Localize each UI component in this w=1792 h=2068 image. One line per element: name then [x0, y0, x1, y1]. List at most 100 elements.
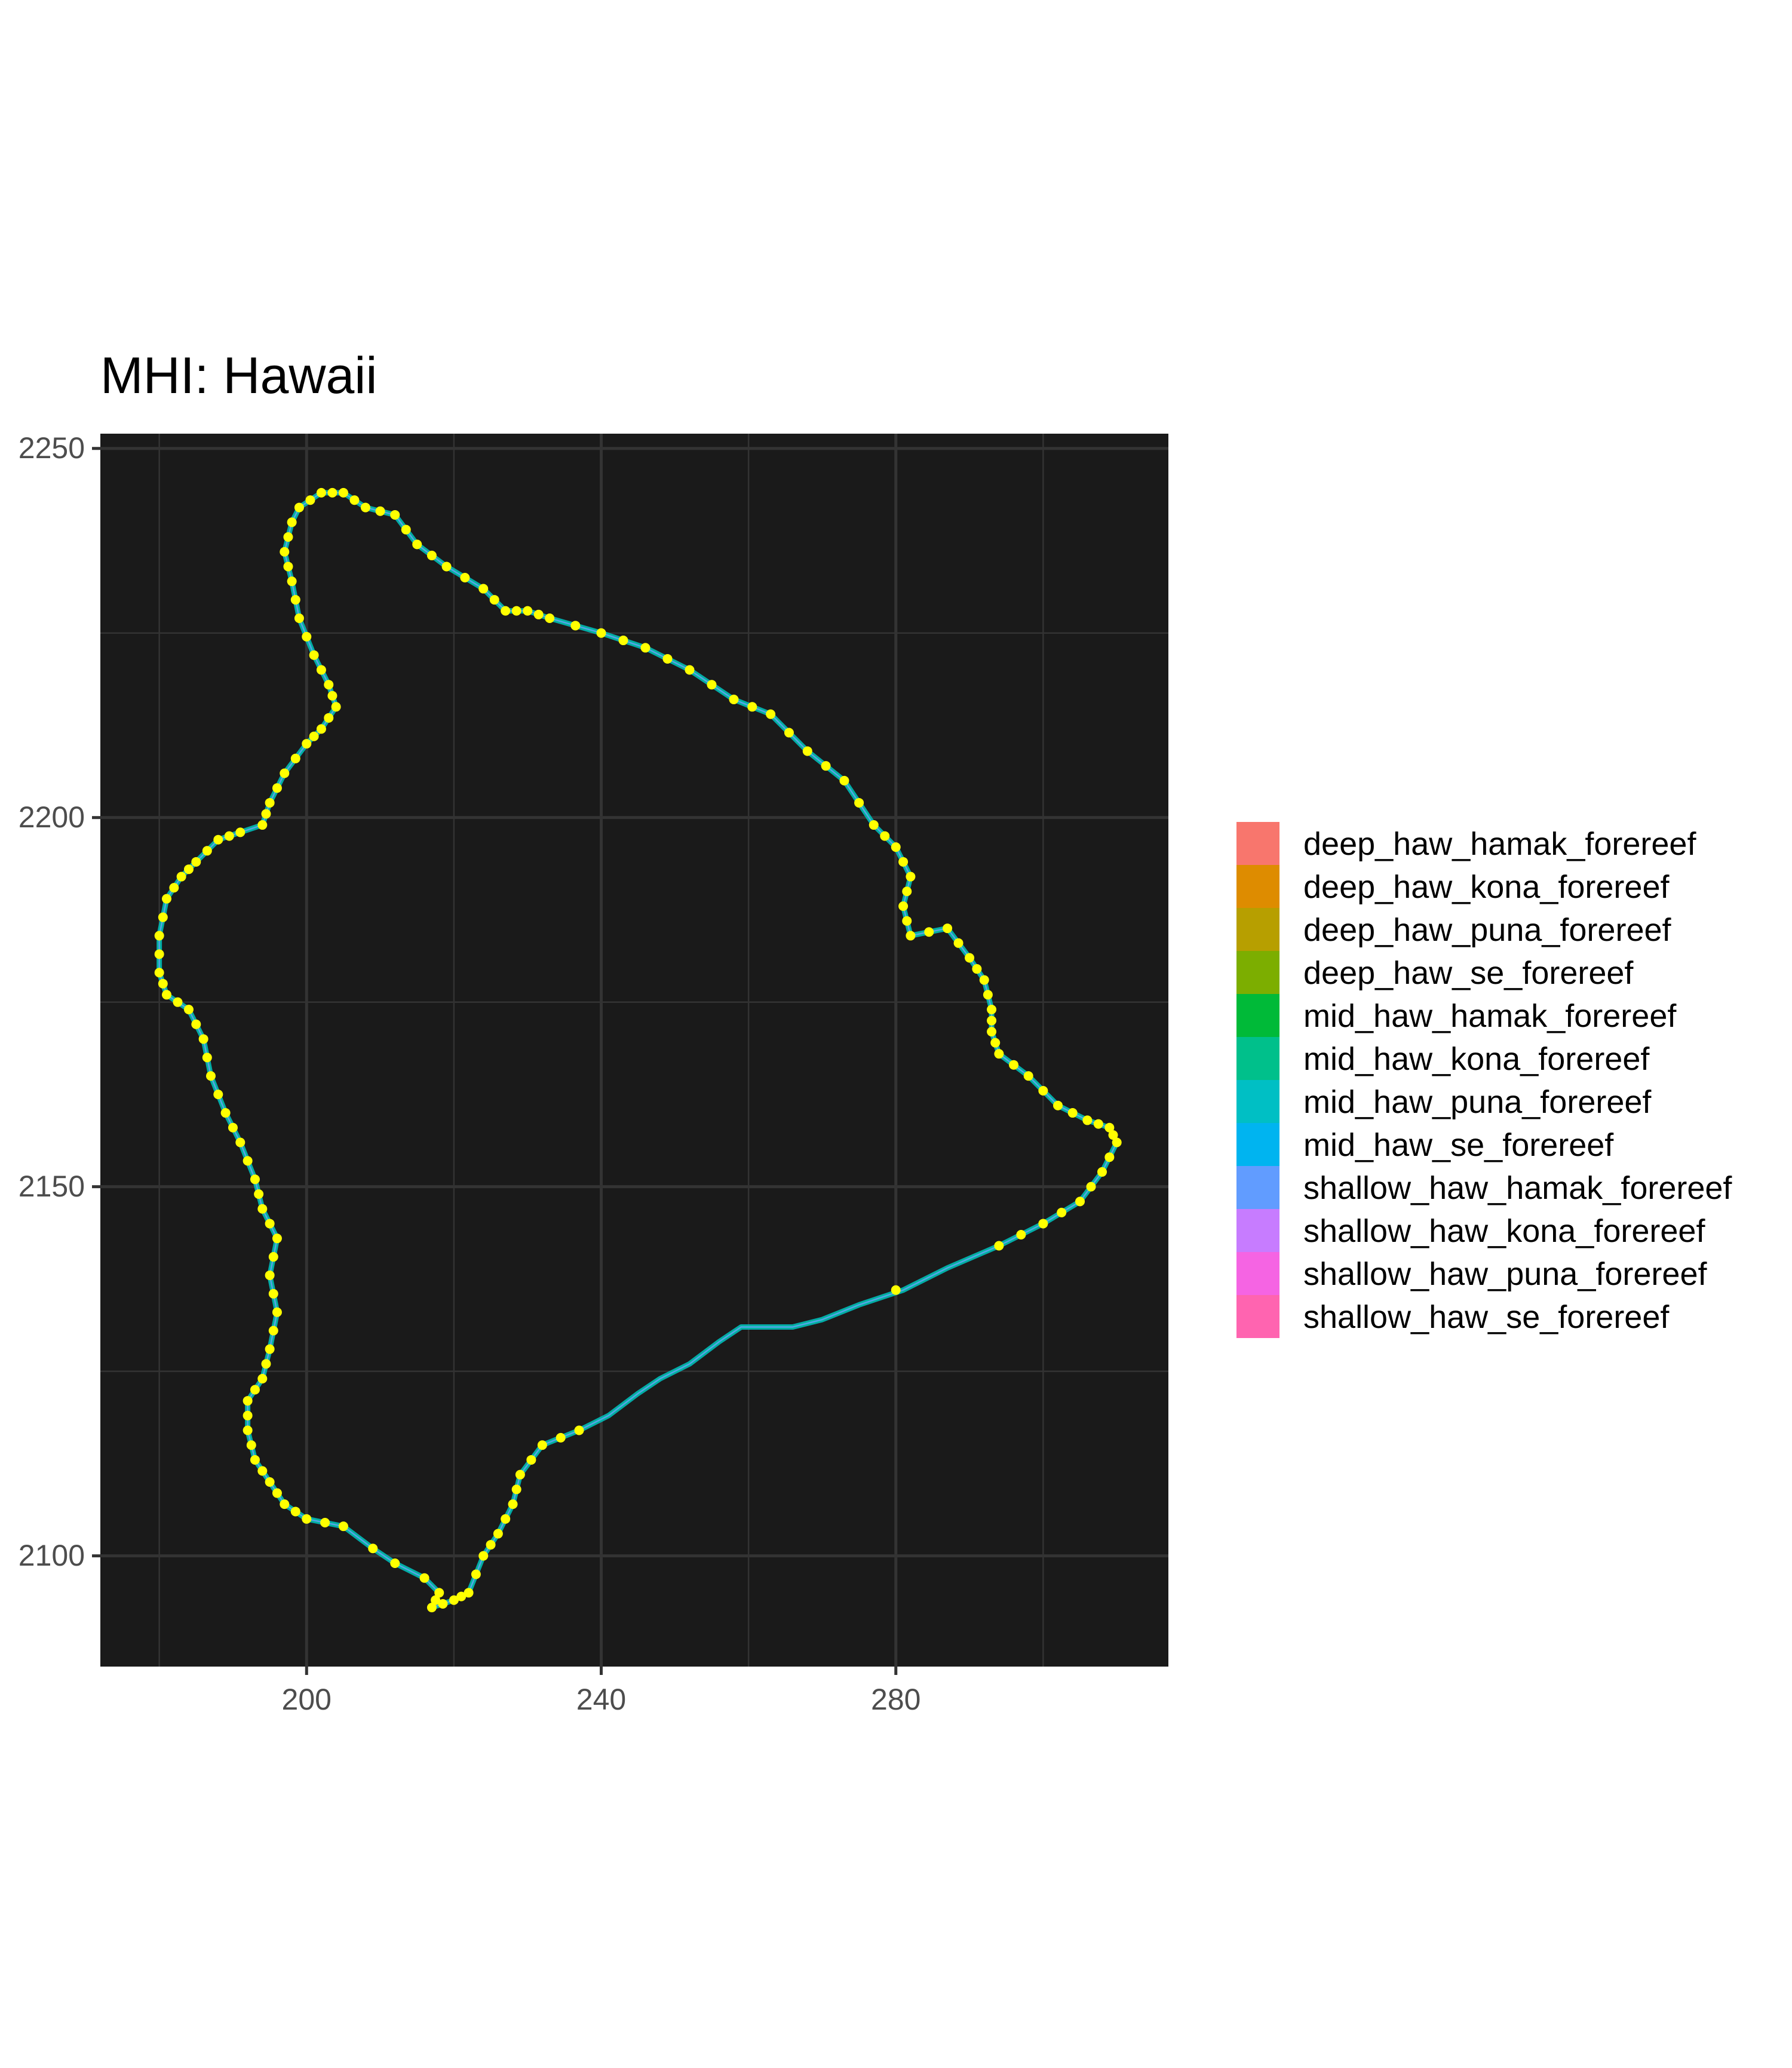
survey-point: [489, 595, 499, 605]
survey-point: [1104, 1122, 1115, 1133]
survey-point: [290, 595, 300, 605]
survey-point: [501, 1514, 511, 1524]
survey-point: [272, 1307, 282, 1317]
survey-point: [953, 938, 963, 948]
x-tick-label: 240: [576, 1683, 627, 1716]
legend-label: deep_haw_hamak_forereef: [1303, 826, 1696, 862]
survey-point: [268, 1288, 278, 1299]
survey-point: [891, 1285, 901, 1295]
survey-point: [441, 562, 452, 572]
survey-point: [265, 1219, 275, 1229]
survey-point: [802, 746, 812, 756]
survey-point: [316, 724, 326, 734]
survey-point: [228, 1122, 238, 1133]
survey-point: [213, 1090, 223, 1100]
survey-point: [1009, 1060, 1019, 1070]
y-tick-label: 2100: [18, 1538, 85, 1572]
survey-point: [324, 713, 334, 723]
survey-point: [390, 510, 400, 520]
survey-point: [169, 883, 179, 893]
survey-point: [979, 975, 989, 985]
legend-key-swatch: [1236, 1037, 1279, 1080]
survey-point: [246, 1440, 256, 1450]
survey-point: [283, 562, 293, 572]
survey-point: [478, 1551, 489, 1561]
survey-point: [331, 702, 341, 712]
survey-point: [294, 502, 304, 513]
survey-point: [375, 506, 385, 516]
survey-point: [898, 901, 909, 911]
legend-item: mid_haw_se_forereef: [1236, 1123, 1774, 1166]
survey-point: [154, 931, 164, 941]
survey-point: [243, 1156, 253, 1166]
survey-point: [191, 1019, 201, 1029]
survey-point: [570, 621, 581, 631]
survey-point: [250, 1455, 260, 1465]
survey-point: [511, 1484, 521, 1495]
survey-point: [526, 1455, 536, 1465]
survey-point: [272, 1234, 282, 1244]
legend-key-swatch: [1236, 1252, 1279, 1295]
survey-point: [250, 1385, 260, 1395]
survey-point: [272, 1488, 282, 1498]
survey-point: [640, 643, 650, 653]
survey-point: [224, 831, 234, 841]
survey-point: [902, 886, 912, 897]
survey-point: [729, 694, 739, 704]
x-tick-label: 200: [281, 1683, 332, 1716]
survey-point: [183, 1005, 194, 1015]
survey-point: [707, 680, 717, 690]
survey-point: [438, 1598, 448, 1609]
survey-point: [902, 916, 912, 926]
survey-point: [280, 1499, 290, 1509]
legend-item: deep_haw_kona_forereef: [1236, 865, 1774, 908]
survey-point: [994, 1049, 1004, 1059]
survey-point: [906, 872, 916, 882]
survey-point: [287, 576, 297, 587]
survey-point: [327, 487, 337, 498]
survey-point: [1075, 1196, 1085, 1207]
legend-item: shallow_haw_puna_forereef: [1236, 1252, 1774, 1295]
survey-point: [280, 547, 290, 557]
survey-point: [1097, 1167, 1107, 1177]
survey-point: [662, 653, 673, 664]
chart-title: MHI: Hawaii: [100, 347, 378, 404]
survey-point: [287, 517, 297, 527]
survey-point: [205, 1071, 216, 1081]
survey-point: [324, 680, 334, 690]
survey-point: [983, 990, 993, 1000]
legend-item: shallow_haw_se_forereef: [1236, 1295, 1774, 1338]
survey-point: [924, 927, 934, 937]
survey-point: [1016, 1229, 1026, 1239]
legend-key-swatch: [1236, 1209, 1279, 1252]
legend-item: shallow_haw_kona_forereef: [1236, 1209, 1774, 1252]
survey-point: [434, 1588, 444, 1598]
y-tick-label: 2250: [18, 431, 85, 465]
survey-point: [1093, 1119, 1103, 1129]
survey-point: [235, 827, 246, 837]
survey-point: [316, 665, 326, 675]
survey-point: [1053, 1100, 1063, 1110]
survey-point: [1023, 1071, 1033, 1081]
survey-point: [511, 606, 521, 616]
survey-point: [869, 820, 879, 830]
survey-point: [596, 628, 606, 638]
legend-key-swatch: [1236, 1166, 1279, 1209]
survey-point: [302, 631, 312, 642]
survey-point: [419, 1573, 429, 1583]
survey-point: [460, 573, 470, 583]
survey-point: [1067, 1108, 1078, 1118]
survey-point: [183, 864, 194, 875]
survey-point: [154, 949, 164, 959]
survey-points-layer: [154, 487, 1122, 1613]
legend-label: shallow_haw_hamak_forereef: [1303, 1170, 1732, 1206]
survey-point: [191, 857, 201, 867]
survey-point: [515, 1469, 525, 1480]
survey-point: [202, 846, 212, 856]
survey-point: [213, 834, 223, 845]
legend-key-swatch: [1236, 951, 1279, 994]
survey-point: [257, 1204, 268, 1214]
survey-point: [987, 1005, 997, 1015]
legend-item: shallow_haw_hamak_forereef: [1236, 1166, 1774, 1209]
survey-point: [161, 894, 171, 904]
